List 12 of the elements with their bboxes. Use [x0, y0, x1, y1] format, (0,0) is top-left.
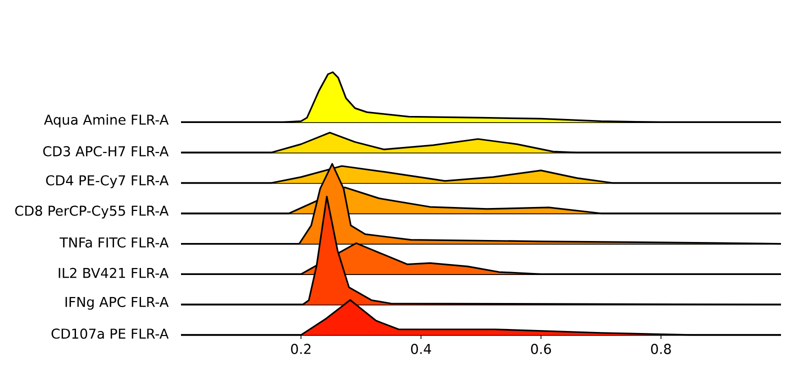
series-label: CD8 PerCP-Cy55 FLR-A [15, 206, 169, 219]
x-tick-label: 0.8 [651, 344, 671, 354]
x-tick-label: 0.2 [291, 344, 310, 354]
series-label: TNFa FITC FLR-A [60, 237, 169, 248]
x-tick-label: 0.4 [411, 344, 432, 354]
series-label: Aqua Amine FLR-A [44, 114, 169, 128]
x-tick-label: 0.6 [531, 344, 551, 354]
series-label: IL2 BV421 FLR-A [58, 268, 169, 278]
series-label: IFNg APC FLR-A [66, 296, 169, 310]
series-label: CD107a PE FLR-A [52, 328, 169, 339]
series-label: CD4 PE-Cy7 FLR-A [46, 175, 169, 188]
series-label: CD3 APC-H7 FLR-A [43, 146, 169, 156]
